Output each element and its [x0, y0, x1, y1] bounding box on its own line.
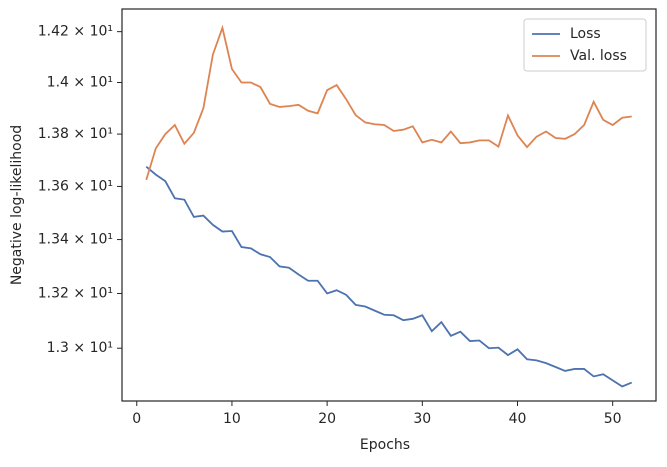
series-line — [145, 166, 633, 388]
legend: Loss Val. loss — [523, 18, 647, 72]
y-tick-label: 1.42 × 10¹ — [38, 24, 113, 40]
x-tick-label: 30 — [413, 411, 431, 427]
y-tick-label: 1.4 × 10¹ — [47, 75, 113, 91]
legend-box — [523, 18, 647, 72]
x-tick-label: 50 — [604, 411, 622, 427]
x-tick-label: 0 — [132, 411, 141, 427]
x-tick-label: 10 — [223, 411, 241, 427]
y-tick-label: 1.32 × 10¹ — [38, 285, 113, 301]
y-tick-label: 1.3 × 10¹ — [47, 340, 113, 356]
x-tick-label: 20 — [318, 411, 336, 427]
plot-frame — [121, 8, 657, 402]
series-line — [145, 24, 632, 181]
y-tick-label: 1.36 × 10¹ — [38, 178, 113, 194]
legend-label: Val. loss — [570, 48, 627, 64]
y-tick-label: 1.38 × 10¹ — [38, 126, 113, 142]
legend-label: Loss — [570, 26, 601, 42]
x-axis-label: Epochs — [360, 437, 410, 453]
y-tick-label: 1.34 × 10¹ — [38, 232, 113, 248]
y-axis-label: Negative log-likelihood — [9, 125, 25, 285]
x-tick-label: 40 — [509, 411, 527, 427]
